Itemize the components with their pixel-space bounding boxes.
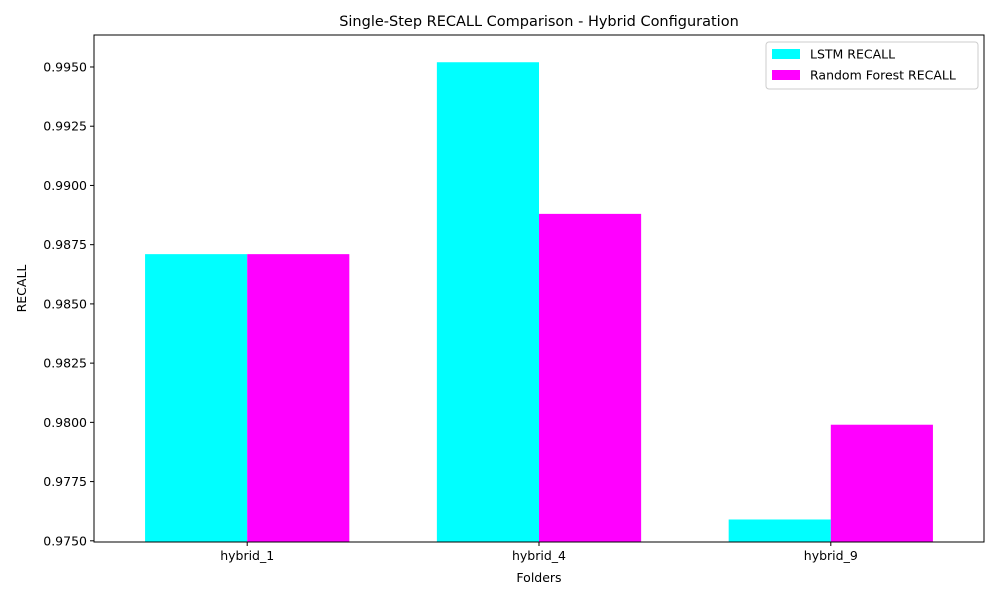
y-tick-label: 0.9775 xyxy=(43,474,87,489)
bar-lstm-recall-hybrid_4 xyxy=(436,62,539,542)
bar-lstm-recall-hybrid_1 xyxy=(145,254,248,542)
x-axis: hybrid_1 hybrid_4 hybrid_9 xyxy=(220,542,858,563)
x-tick-label: hybrid_1 xyxy=(220,548,274,563)
y-tick-label: 0.9925 xyxy=(43,119,87,134)
legend-label-2: Random Forest RECALL xyxy=(810,68,956,83)
x-axis-label: Folders xyxy=(516,570,561,585)
chart-title: Single-Step RECALL Comparison - Hybrid C… xyxy=(339,14,739,30)
y-tick-label: 0.9800 xyxy=(43,415,87,430)
x-tick-label: hybrid_9 xyxy=(804,548,858,563)
y-tick-label: 0.9950 xyxy=(43,59,87,74)
y-tick-label: 0.9850 xyxy=(43,296,87,311)
legend-swatch-1 xyxy=(772,49,800,59)
y-tick-label: 0.9750 xyxy=(43,533,87,548)
bar-lstm-recall-hybrid_9 xyxy=(728,519,831,542)
x-tick-label: hybrid_4 xyxy=(512,548,566,563)
y-tick-label: 0.9900 xyxy=(43,178,87,193)
y-tick-label: 0.9825 xyxy=(43,356,87,371)
legend-box xyxy=(765,41,979,90)
y-axis-label: RECALL xyxy=(14,265,29,313)
bar-random-forest-recall-hybrid_1 xyxy=(247,254,350,542)
y-axis: 0.9750 0.9775 0.9800 0.9825 0.9850 0.9875 0.99… xyxy=(43,59,94,548)
bars-group xyxy=(145,62,933,542)
legend: LSTM RECALL Random Forest RECALL xyxy=(765,41,979,90)
bar-random-forest-recall-hybrid_4 xyxy=(539,213,642,542)
y-tick-label: 0.9875 xyxy=(43,237,87,252)
legend-label-1: LSTM RECALL xyxy=(810,47,895,62)
legend-swatch-2 xyxy=(772,70,800,80)
plot-frame xyxy=(93,34,985,543)
bar-random-forest-recall-hybrid_9 xyxy=(830,424,933,542)
